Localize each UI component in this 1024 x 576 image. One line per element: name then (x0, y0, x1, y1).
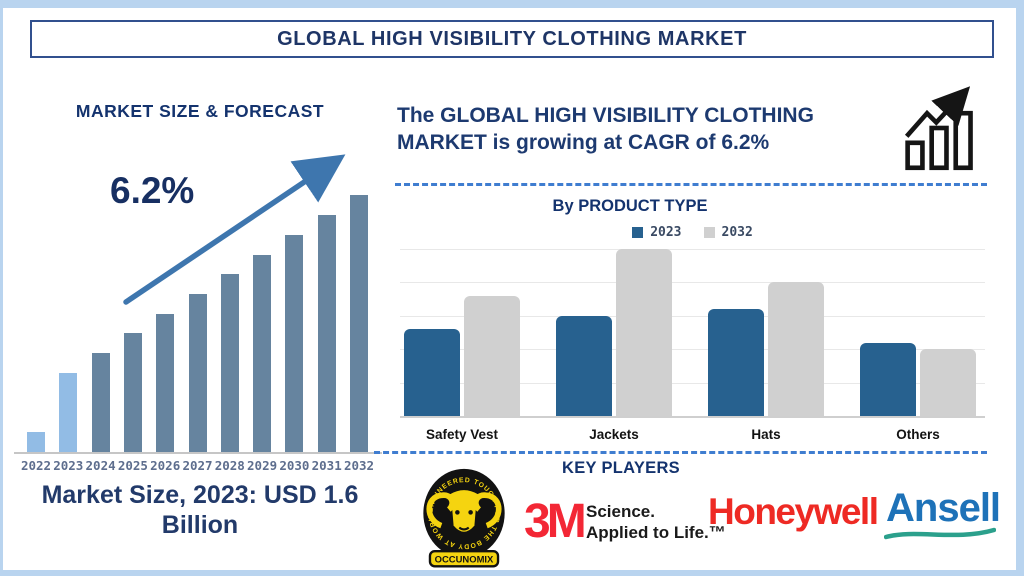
honeywell-logo: Honeywell (708, 491, 879, 532)
forecast-bar-2032 (350, 195, 368, 452)
product-bar-safety-vest-2032 (464, 295, 520, 416)
forecast-bar-2023 (59, 372, 78, 452)
frame-border-right (1016, 0, 1024, 576)
product-category-label: Hats (751, 427, 781, 442)
legend-item-2023: 2023 (632, 224, 682, 240)
page-title-box: GLOBAL HIGH VISIBILITY CLOTHING MARKET (30, 20, 994, 58)
market-size-text: Market Size, 2023: USD 1.6 Billion (41, 481, 359, 539)
forecast-year-label: 2030 (279, 458, 310, 473)
legend-item-2032: 2032 (703, 224, 753, 240)
product-bar-safety-vest-2023 (404, 329, 460, 416)
3m-tagline-line2: Applied to Life.™ (586, 523, 726, 542)
gridline (400, 315, 985, 317)
3m-tagline: Science. Applied to Life.™ (586, 501, 726, 543)
product-bar-others-2023 (860, 342, 916, 416)
forecast-bar-2027 (188, 293, 207, 452)
forecast-bar-chart (22, 195, 382, 452)
dashed-separator-top (395, 183, 987, 186)
forecast-year-label: 2028 (214, 458, 245, 473)
forecast-year-label: 2023 (53, 458, 84, 473)
ansell-logo: Ansell (886, 486, 1001, 530)
forecast-axis-line (14, 451, 382, 454)
forecast-year-label: 2022 (20, 458, 52, 473)
growth-trend-arrow-icon (123, 154, 346, 305)
forecast-year-label: 2025 (117, 458, 148, 473)
frame-border-bottom (0, 570, 1024, 576)
occunomix-logo: ENGINEERED TOUGH FOR THE BODY AT WORK OC… (423, 468, 505, 568)
forecast-heading: MARKET SIZE & FORECAST (75, 101, 325, 121)
dashed-separator-bottom (374, 451, 987, 454)
forecast-bar-2022 (27, 431, 45, 452)
forecast-year-label: 2032 (343, 458, 375, 473)
forecast-bar-2026 (156, 313, 175, 452)
product-bar-jackets-2023 (556, 315, 612, 416)
product-bar-jackets-2032 (616, 249, 672, 416)
product-bar-others-2032 (920, 349, 976, 416)
product-type-legend: 2023 2032 (400, 224, 985, 240)
cagr-value-label: 6.2% (110, 170, 195, 211)
key-players-heading: KEY PLAYERS (562, 459, 680, 477)
legend-swatch-2032 (703, 226, 715, 238)
forecast-bar-2024 (91, 353, 110, 452)
legend-swatch-2023 (632, 226, 644, 238)
forecast-bar-2031 (317, 215, 336, 452)
frame-border-left (0, 0, 3, 576)
forecast-year-label: 2024 (85, 458, 116, 473)
page-title: GLOBAL HIGH VISIBILITY CLOTHING MARKET (277, 27, 747, 50)
product-type-bar-chart (400, 249, 985, 418)
bar-chart-rising-arrow-icon (904, 86, 973, 171)
forecast-bar-2025 (123, 333, 142, 452)
frame-border-top (0, 0, 1024, 8)
forecast-bar-2030 (285, 234, 304, 452)
occunomix-banner-text: OCCUNOMIX (435, 554, 494, 565)
ansell-swoosh-icon (884, 527, 996, 540)
product-category-label: Safety Vest (425, 427, 499, 442)
3m-tagline-line1: Science. (586, 502, 655, 521)
forecast-bar-2029 (253, 254, 272, 452)
cagr-headline: The GLOBAL HIGH VISIBILITY CLOTHING MARK… (397, 104, 814, 154)
product-category-label: Jackets (589, 427, 639, 442)
3m-logo: 3M (524, 495, 587, 548)
product-bar-hats-2023 (708, 309, 764, 416)
gridline (400, 349, 985, 351)
forecast-year-label: 2026 (150, 458, 181, 473)
gridline (400, 282, 985, 284)
forecast-bar-2028 (220, 274, 239, 452)
forecast-year-axis: 2022 2023 2024 2025 2026 2027 2028 2029 2030 2031… (21, 458, 392, 474)
legend-label: 2023 (650, 224, 682, 240)
product-bar-hats-2032 (768, 282, 824, 416)
gridline (400, 382, 985, 384)
legend-label: 2032 (721, 224, 753, 240)
forecast-year-label: 2031 (311, 458, 342, 473)
forecast-year-label: 2027 (182, 458, 213, 473)
product-type-chart-title: By PRODUCT TYPE (552, 197, 708, 215)
ox-face (451, 500, 477, 532)
forecast-year-label: 2029 (247, 458, 278, 473)
gridline (400, 249, 985, 250)
product-category-label: Others (896, 427, 940, 442)
